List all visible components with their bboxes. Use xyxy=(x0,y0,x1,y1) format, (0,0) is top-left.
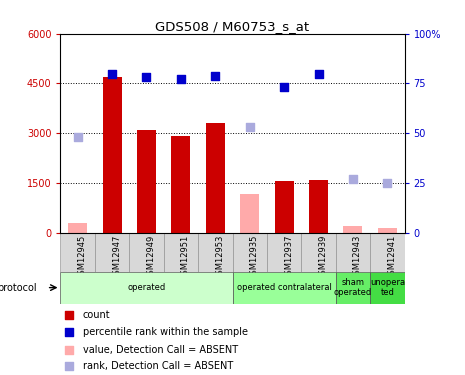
Bar xyxy=(95,232,129,272)
Text: count: count xyxy=(83,310,111,320)
Text: GSM12949: GSM12949 xyxy=(146,234,155,280)
Point xyxy=(143,75,150,81)
Bar xyxy=(301,232,336,272)
Text: GSM12947: GSM12947 xyxy=(112,234,121,280)
Bar xyxy=(232,232,267,272)
Bar xyxy=(378,228,397,232)
Point xyxy=(108,70,116,76)
Text: unopera
ted: unopera ted xyxy=(370,278,405,297)
Text: GSM12939: GSM12939 xyxy=(319,234,327,280)
Text: operated contralateral: operated contralateral xyxy=(237,283,332,292)
Bar xyxy=(206,123,225,232)
Title: GDS508 / M60753_s_at: GDS508 / M60753_s_at xyxy=(155,20,310,33)
Point xyxy=(177,76,185,82)
Point xyxy=(280,84,288,90)
Text: sham
operated: sham operated xyxy=(334,278,372,297)
Bar xyxy=(164,232,198,272)
Bar xyxy=(240,195,259,232)
Point xyxy=(307,170,314,176)
Text: GSM12953: GSM12953 xyxy=(215,234,224,280)
Point xyxy=(246,124,253,130)
Text: rank, Detection Call = ABSENT: rank, Detection Call = ABSENT xyxy=(83,361,233,371)
Bar xyxy=(129,232,164,272)
Bar xyxy=(336,272,370,304)
Text: GSM12937: GSM12937 xyxy=(284,234,293,280)
Point xyxy=(307,13,314,19)
Point xyxy=(74,134,81,140)
Bar xyxy=(370,232,405,272)
Text: GSM12943: GSM12943 xyxy=(353,234,362,280)
Bar xyxy=(232,272,336,304)
Point xyxy=(307,321,314,327)
Text: percentile rank within the sample: percentile rank within the sample xyxy=(83,327,248,338)
Bar xyxy=(344,226,362,232)
Bar xyxy=(60,232,95,272)
Point xyxy=(315,70,322,76)
Bar xyxy=(172,136,190,232)
Text: GSM12935: GSM12935 xyxy=(250,234,259,280)
Bar xyxy=(309,180,328,232)
Text: GSM12951: GSM12951 xyxy=(181,234,190,280)
Bar xyxy=(336,232,370,272)
Text: value, Detection Call = ABSENT: value, Detection Call = ABSENT xyxy=(83,345,238,355)
Bar xyxy=(68,223,87,232)
Bar xyxy=(60,272,232,304)
Text: GSM12945: GSM12945 xyxy=(78,234,86,280)
Bar xyxy=(137,130,156,232)
Text: protocol: protocol xyxy=(0,283,36,292)
Point xyxy=(384,180,391,186)
Bar xyxy=(370,272,405,304)
Point xyxy=(212,72,219,78)
Bar xyxy=(275,181,293,232)
Text: operated: operated xyxy=(127,283,166,292)
Bar xyxy=(267,232,301,272)
Bar xyxy=(103,77,121,232)
Point xyxy=(349,176,357,182)
Text: GSM12941: GSM12941 xyxy=(387,234,396,280)
Bar xyxy=(198,232,232,272)
